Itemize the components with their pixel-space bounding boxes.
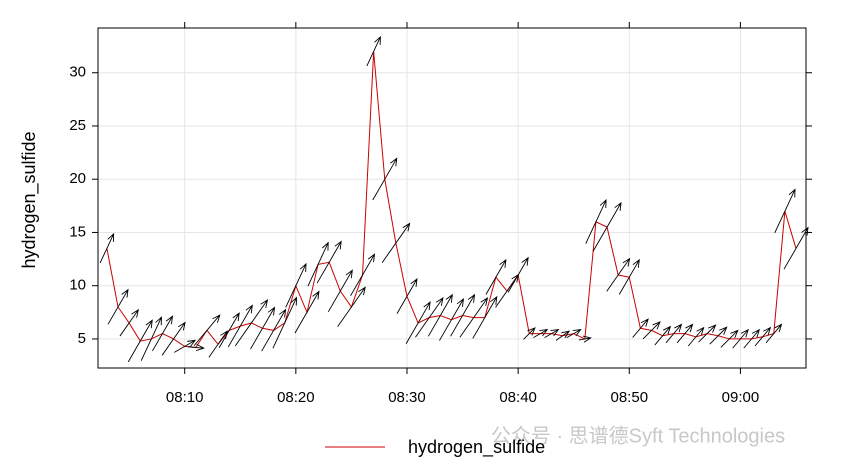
y-tick-label: 15 xyxy=(69,223,86,240)
wind-arrow xyxy=(439,297,465,341)
wind-arrow xyxy=(187,344,205,352)
wind-arrow xyxy=(427,293,453,337)
wind-arrow xyxy=(396,278,418,314)
wind-arrow xyxy=(642,321,661,340)
wind-arrow xyxy=(578,335,592,343)
wind-arrow xyxy=(294,290,320,334)
wind-arrow xyxy=(316,240,342,284)
wind-arrow xyxy=(127,319,153,363)
wind-arrow xyxy=(350,253,376,297)
wind-arrow xyxy=(743,328,760,349)
wind-arrow xyxy=(585,199,607,244)
wind-arrow xyxy=(272,296,298,349)
wind-arrow xyxy=(307,241,329,287)
wind-arrow xyxy=(327,269,353,313)
wind-arrow xyxy=(709,326,728,345)
x-tick-label: 08:30 xyxy=(388,389,426,406)
wind-arrow xyxy=(654,325,672,346)
y-axis-label: hydrogen_sulfide xyxy=(19,131,40,268)
wind-arrow xyxy=(720,329,739,348)
x-tick-label: 08:10 xyxy=(166,389,204,406)
wind-arrow xyxy=(372,157,398,201)
data-line xyxy=(106,51,797,348)
wind-arrow xyxy=(107,288,129,325)
x-tick-label: 09:00 xyxy=(722,389,760,406)
y-tick-label: 25 xyxy=(69,117,86,134)
wind-arrow xyxy=(566,329,582,338)
wind-arrow xyxy=(774,188,796,234)
wind-arrow xyxy=(405,301,431,344)
wind-arrow xyxy=(193,314,221,347)
wind-arrow xyxy=(152,315,174,352)
plot-frame xyxy=(97,27,807,369)
wind-arrow xyxy=(783,226,809,270)
x-tick-label: 08:40 xyxy=(499,389,537,406)
wind-arrow xyxy=(523,327,536,340)
wind-arrow xyxy=(606,257,631,292)
wind-arrow xyxy=(485,258,507,295)
wind-arrow xyxy=(765,323,783,344)
wind-arrow xyxy=(119,308,139,337)
y-tick-label: 20 xyxy=(69,170,86,187)
wind-arrow xyxy=(234,299,269,347)
wind-arrow xyxy=(665,323,683,344)
wind-arrow xyxy=(676,323,694,344)
wind-arrow xyxy=(208,330,228,358)
y-tick-label: 5 xyxy=(78,330,86,347)
legend-label: hydrogen_sulfide xyxy=(408,437,545,458)
wind-arrow xyxy=(250,306,276,350)
wind-arrow xyxy=(450,293,476,337)
wind-arrow xyxy=(507,256,529,293)
wind-arrow xyxy=(227,304,253,348)
wind-arrow xyxy=(261,308,287,352)
wind-arrow xyxy=(174,339,197,353)
watermark: 公众号 · 思谱德Syft Technologies xyxy=(491,424,785,447)
wind-arrow xyxy=(99,232,115,264)
wind-arrow xyxy=(472,295,498,339)
x-tick-label: 08:20 xyxy=(277,389,315,406)
wind-arrow xyxy=(555,330,571,341)
wind-arrow xyxy=(754,326,772,347)
y-tick-label: 10 xyxy=(69,277,86,294)
x-tick-label: 08:50 xyxy=(611,389,649,406)
wind-arrow xyxy=(415,297,444,338)
wind-arrow xyxy=(161,321,186,356)
wind-arrow xyxy=(698,324,717,343)
wind-arrow xyxy=(632,318,649,338)
wind-arrow xyxy=(618,258,640,295)
wind-arrow xyxy=(366,35,381,67)
wind-arrow xyxy=(140,316,162,361)
wind-arrow xyxy=(544,329,560,338)
wind-arrow xyxy=(533,329,549,338)
y-tick-label: 30 xyxy=(69,64,86,81)
wind-arrow xyxy=(732,328,749,349)
wind-arrow xyxy=(592,201,622,252)
wind-arrow xyxy=(285,262,307,308)
wind-arrow xyxy=(337,286,366,327)
wind-arrow xyxy=(381,222,411,264)
wind-arrow xyxy=(459,297,489,338)
wind-arrow xyxy=(687,326,705,347)
wind-arrow xyxy=(218,312,240,348)
